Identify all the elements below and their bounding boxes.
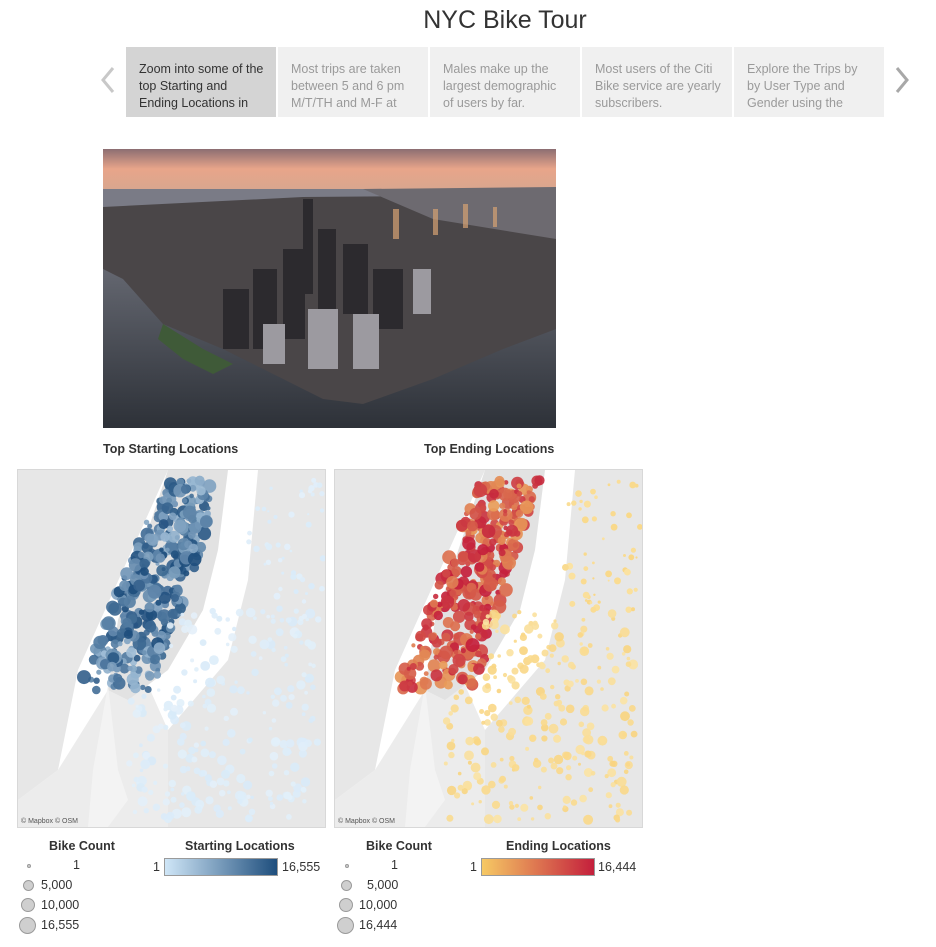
end-color-ramp [481,858,595,876]
map-attribution[interactable]: © Mapbox © OSM [21,818,78,825]
story-point-5[interactable]: Explore the Trips by by User Type and Ge… [734,47,884,117]
size-legend-value: 5,000 [41,878,73,892]
size-legend-value: 10,000 [359,898,398,912]
size-dot-icon [23,880,34,891]
size-dot-icon [345,864,349,868]
story-point-3[interactable]: Males make up the largest demographic of… [430,47,580,117]
start-color-legend-title: Starting Locations [185,839,295,853]
end-size-legend-title: Bike Count [366,839,432,853]
story-point-1[interactable]: Zoom into some of the top Starting and E… [126,47,276,117]
size-legend-value: 16,555 [41,918,80,932]
size-dot-icon [21,898,35,912]
start-locations-map[interactable]: © Mapbox © OSM [17,469,326,828]
page-title: NYC Bike Tour [423,6,587,34]
size-legend-value: 5,000 [367,878,399,892]
story-point-2[interactable]: Most trips are taken between 5 and 6 pm … [278,47,428,117]
end-map-title: Top Ending Locations [424,442,555,456]
next-arrow-icon[interactable] [891,64,913,96]
color-legend-min: 1 [470,860,477,874]
previous-arrow-icon[interactable] [97,64,119,96]
start-size-legend-title: Bike Count [49,839,115,853]
size-dot-icon [27,864,31,868]
size-legend-value: 10,000 [41,898,80,912]
size-legend-value: 1 [391,858,398,872]
size-legend-value: 1 [73,858,80,872]
start-color-ramp [164,858,278,876]
size-dot-icon [339,898,353,912]
end-locations-map[interactable]: © Mapbox © OSM [334,469,643,828]
color-legend-max: 16,444 [598,860,637,874]
start-map-title: Top Starting Locations [103,442,239,456]
size-dot-icon [19,917,36,934]
manhattan-aerial-photo [103,149,556,428]
color-legend-min: 1 [153,860,160,874]
end-color-legend-title: Ending Locations [506,839,611,853]
size-legend-value: 16,444 [359,918,398,932]
story-point-4[interactable]: Most users of the Citi Bike service are … [582,47,732,117]
size-dot-icon [341,880,352,891]
map-attribution[interactable]: © Mapbox © OSM [338,818,395,825]
size-dot-icon [337,917,354,934]
color-legend-max: 16,555 [282,860,321,874]
